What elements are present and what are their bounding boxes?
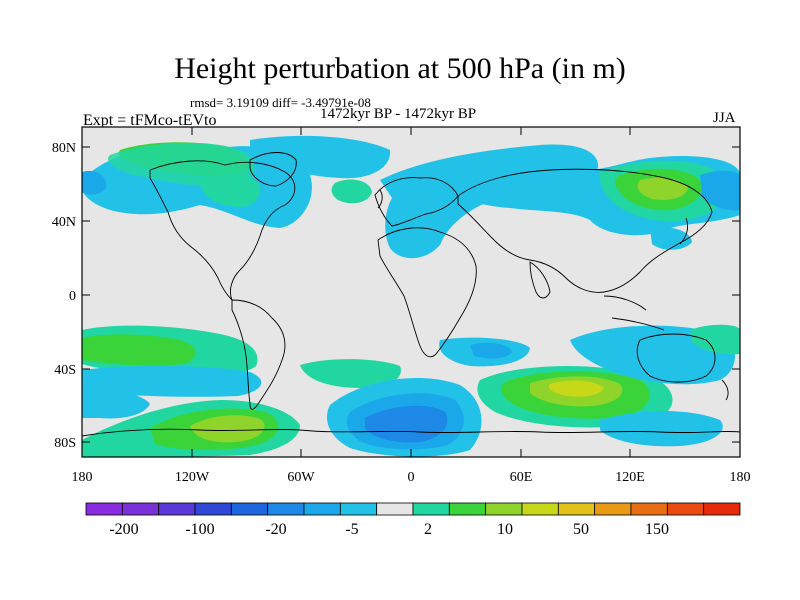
anomaly-japan-cyan [650, 227, 692, 250]
map-panel [82, 127, 740, 457]
colorbar-swatch [630, 502, 668, 516]
colorbar-label: -200 [109, 521, 138, 538]
lon-tick-label: 60W [287, 470, 315, 485]
lon-tick-label: 0 [408, 470, 415, 485]
anomaly-s-africa-blue [470, 342, 512, 359]
colorbar-swatch [412, 502, 450, 516]
colorbar-swatch [267, 502, 305, 516]
anomaly-arctic-cyan [250, 135, 391, 179]
chart-title: Height perturbation at 500 hPa (in m) [174, 52, 626, 85]
anomaly-greenland-teal [200, 173, 261, 207]
anomaly-south-pacific-cyan [82, 365, 262, 397]
colorbar-swatch [557, 502, 596, 516]
anomaly-chile-teal [300, 359, 401, 388]
colorbar-swatch [448, 502, 487, 516]
lon-axis: 180 120W 60W 0 60E 120E 180 [72, 127, 751, 485]
lon-tick-label: 120W [175, 470, 210, 485]
lat-tick-label: 80S [54, 436, 76, 451]
colorbar-swatch [339, 502, 378, 516]
lon-tick-label: 180 [72, 470, 93, 485]
lat-tick-label: 80N [52, 141, 76, 156]
colorbar-label: -20 [265, 521, 286, 538]
anomaly-east-south-cyan [600, 411, 723, 447]
colorbar-swatch [485, 502, 523, 516]
colorbar [85, 502, 741, 516]
anomaly-indian-ocean-yellow [548, 380, 604, 397]
anomaly-pacific-left-cyan [82, 170, 107, 195]
lon-tick-label: 120E [615, 470, 645, 485]
colorbar-swatch [230, 502, 269, 516]
lat-tick-label: 0 [69, 289, 76, 304]
experiment-label: Expt = tFMco-tEVto [83, 112, 217, 129]
colorbar-swatch [594, 502, 632, 516]
colorbar-labels: -200 -100 -20 -5 2 10 50 150 [109, 521, 669, 538]
stats-label: rmsd= 3.19109 diff= -3.49791e-08 [190, 95, 371, 110]
anomaly-n-pacific-right-cyan [700, 170, 740, 211]
colorbar-swatch [703, 502, 741, 516]
colorbar-label: -5 [345, 521, 358, 538]
colorbar-swatch [303, 502, 341, 516]
anomaly-siberia-yellowgreen [637, 177, 688, 200]
anomaly-east-south-teal [690, 324, 740, 355]
lon-tick-label: 60E [510, 470, 533, 485]
colorbar-swatch [194, 502, 232, 516]
coastlines [82, 152, 740, 437]
colorbar-swatch [85, 502, 123, 516]
colorbar-swatch [158, 502, 196, 516]
colorbar-swatch [121, 502, 160, 516]
colorbar-label: -100 [185, 521, 214, 538]
lat-tick-label: 40S [54, 363, 76, 378]
period-label: 1472kyr BP - 1472kyr BP [320, 106, 477, 122]
lon-tick-label: 180 [730, 470, 751, 485]
colorbar-label: 150 [645, 521, 669, 538]
colorbar-swatch [376, 502, 414, 516]
colorbar-swatch [521, 502, 559, 516]
lat-tick-label: 40N [52, 215, 76, 230]
anomaly-sw-corner-cyan [82, 390, 150, 419]
colorbar-label: 2 [424, 521, 432, 538]
anomaly-south-atlantic-darkblue [365, 405, 448, 443]
colorbar-label: 10 [497, 521, 513, 538]
anomaly-europe-teal [331, 179, 372, 204]
colorbar-swatch [666, 502, 705, 516]
anomaly-southern-ocean-yellowgreen [190, 415, 265, 443]
anomaly-south-pacific-green [82, 334, 196, 366]
season-label: JJA [713, 110, 736, 126]
lat-axis: 80N 40N 0 40S 80S [52, 141, 740, 451]
colorbar-label: 50 [573, 521, 589, 538]
